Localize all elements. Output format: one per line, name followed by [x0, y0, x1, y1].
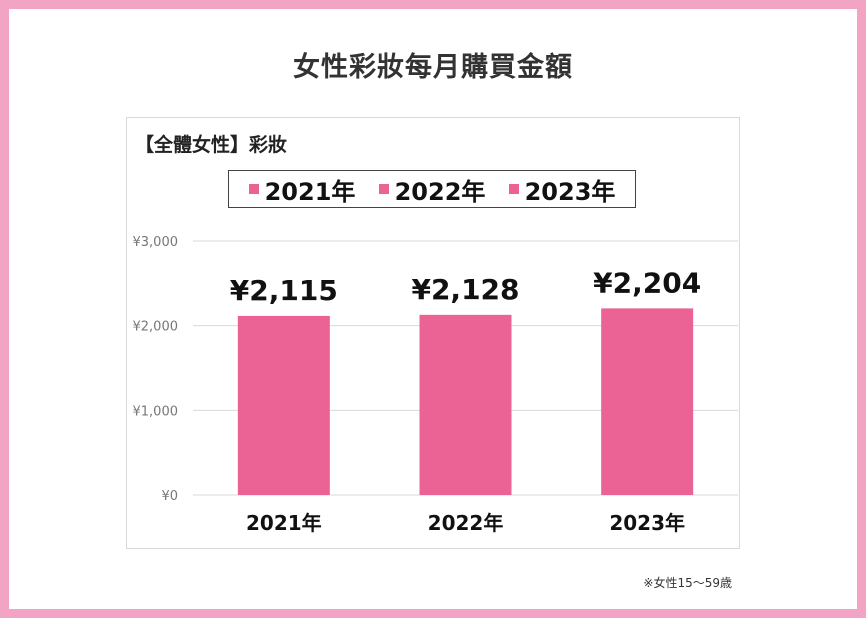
x-tick-label: 2023年 [609, 511, 685, 535]
legend-swatch [508, 184, 519, 194]
chart-legend: 2021年 2022年 2023年 [228, 170, 636, 208]
legend-item-2022: 2022年 [378, 172, 486, 207]
data-label: ¥2,128 [411, 273, 519, 306]
y-tick-label: ¥3,000 [133, 235, 179, 250]
y-tick-label: ¥2,000 [133, 320, 179, 335]
data-label: ¥2,115 [230, 274, 338, 307]
data-label: ¥2,204 [593, 266, 701, 299]
legend-swatch [378, 184, 389, 194]
footnote: ※女性15〜59歳 [643, 576, 732, 590]
x-tick-label: 2022年 [428, 511, 504, 535]
bar-2023 [601, 308, 694, 495]
legend-item-2021: 2021年 [248, 172, 356, 207]
x-tick-label: 2021年 [246, 511, 322, 535]
y-tick-label: ¥1,000 [133, 404, 179, 419]
legend-item-2023: 2023年 [508, 172, 616, 207]
legend-label: 2021年 [264, 177, 356, 206]
legend-label: 2023年 [524, 177, 616, 206]
bar-2022 [419, 314, 512, 495]
bar-2021 [237, 315, 330, 495]
legend-label: 2022年 [394, 177, 486, 206]
chart-subtitle: 【全體女性】彩妝 [135, 134, 288, 156]
y-tick-label: ¥0 [161, 489, 178, 504]
legend-swatch [248, 184, 259, 194]
page-title: 女性彩妝每月購買金額 [293, 52, 573, 83]
